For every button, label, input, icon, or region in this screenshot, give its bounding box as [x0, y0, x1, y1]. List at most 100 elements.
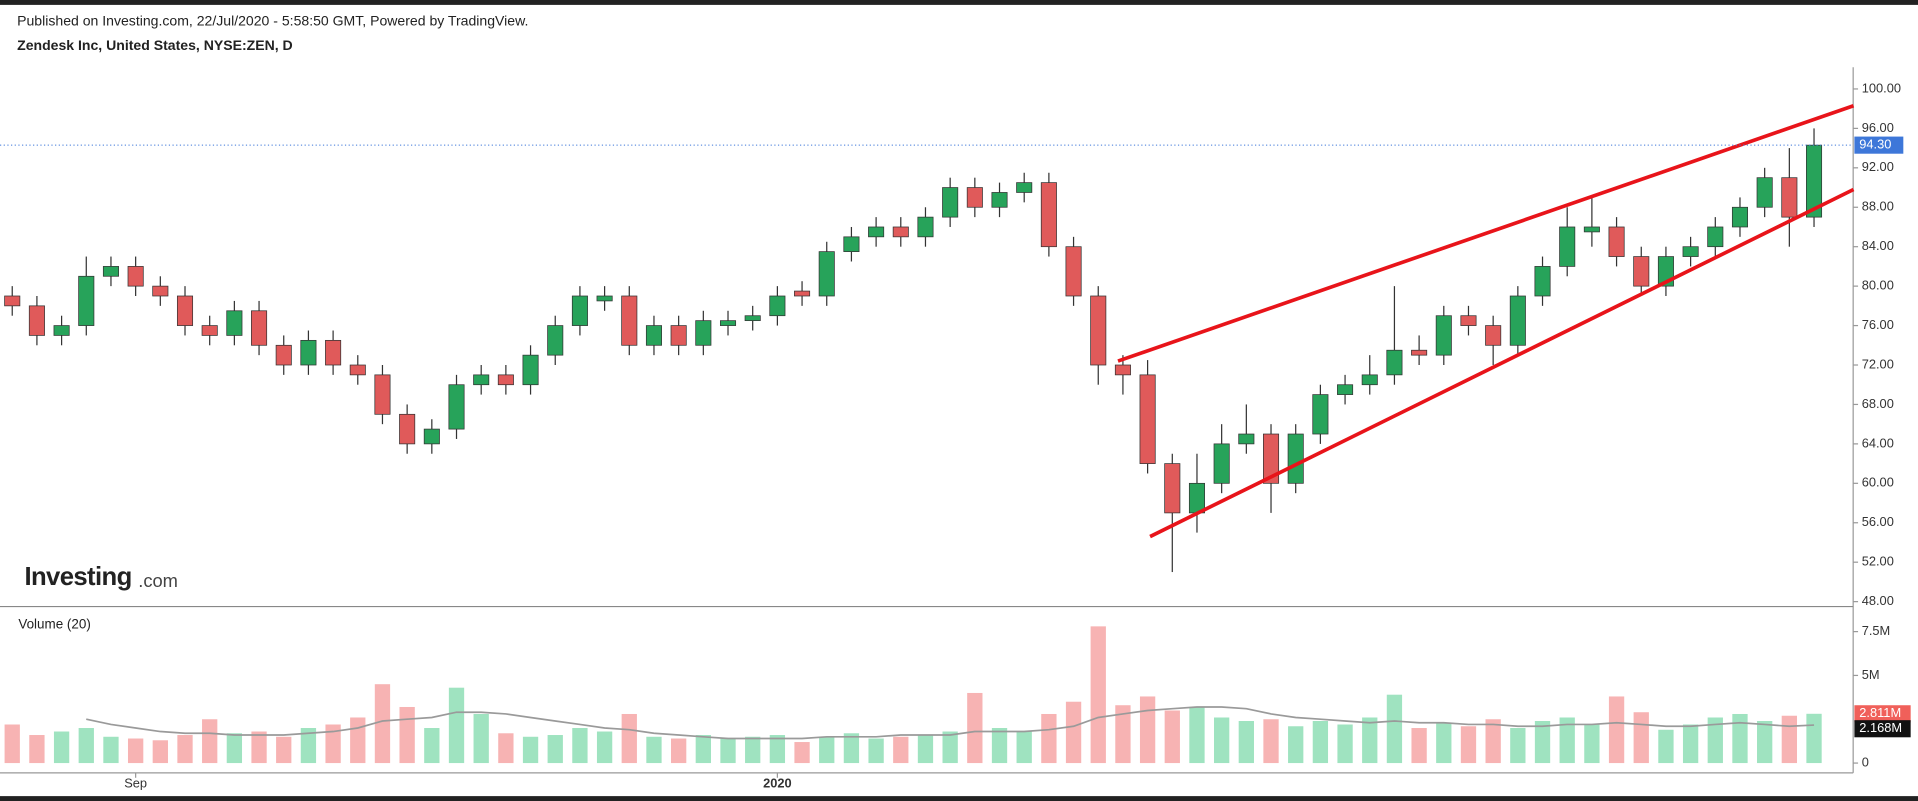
candle-body	[547, 325, 564, 356]
candle-body	[1707, 226, 1724, 248]
y-tick-label: 92.00	[1862, 159, 1894, 174]
candle-body	[621, 295, 638, 346]
candle-body	[645, 325, 662, 346]
candle-body	[942, 187, 959, 218]
watermark: Investing	[24, 563, 131, 591]
candle-body	[966, 187, 983, 208]
candle-body	[1263, 433, 1280, 484]
volume-bar	[202, 719, 218, 764]
candle-body	[28, 305, 45, 336]
volume-bar	[1436, 722, 1452, 764]
y-tick-label: 80.00	[1862, 278, 1894, 293]
volume-tick-label: 7.5M	[1862, 623, 1891, 638]
volume-bar	[522, 736, 539, 764]
volume-bar	[1781, 715, 1797, 764]
volume-label: Volume (20)	[18, 616, 90, 631]
y-tick-label: 68.00	[1862, 396, 1894, 411]
candle-body	[300, 339, 317, 366]
volume-bar	[547, 735, 563, 764]
volume-bar	[399, 706, 415, 764]
y-tick-label: 100.00	[1862, 80, 1901, 95]
y-tick-label: 72.00	[1862, 356, 1894, 371]
y-tick-label: 96.00	[1862, 120, 1894, 135]
volume-tag	[1854, 705, 1911, 723]
last-price-tag	[1854, 136, 1904, 154]
bottom-bar	[0, 796, 1918, 801]
candle-body	[794, 290, 811, 297]
candle-body	[1164, 463, 1181, 514]
volume-bar	[646, 736, 662, 764]
volume-bar	[1263, 719, 1279, 764]
candle-body	[1361, 374, 1378, 386]
candle-body	[102, 266, 119, 277]
candle-body	[843, 236, 860, 252]
volume-bar	[1806, 713, 1822, 764]
candle-body	[1312, 394, 1329, 435]
volume-bar	[843, 733, 860, 764]
volume-bar	[1510, 728, 1526, 764]
candle-body	[473, 374, 490, 386]
y-tick-label: 76.00	[1862, 317, 1894, 332]
volume-bar	[300, 728, 317, 764]
candle-body	[522, 354, 539, 386]
x-tick-label: 2020	[763, 775, 792, 790]
last-price-label: 94.30	[1859, 137, 1891, 152]
volume-bar	[251, 731, 267, 764]
watermark-suffix: .com	[138, 570, 178, 591]
candle-body	[1781, 177, 1798, 218]
candle-body	[1386, 349, 1403, 376]
candle-body	[1731, 206, 1748, 228]
volume-bar	[917, 735, 934, 764]
volume-bar	[1534, 720, 1551, 764]
volume-bar	[794, 742, 810, 764]
volume-bar	[1362, 717, 1378, 764]
trendline	[1149, 187, 1855, 539]
x-tick-label: Sep	[124, 775, 147, 790]
volume-bar	[350, 717, 366, 764]
candle-body	[991, 192, 1008, 208]
candle-body	[399, 413, 416, 445]
candle-body	[1213, 443, 1230, 484]
volume-ma-line	[86, 706, 1815, 740]
volume-bar	[1041, 713, 1057, 764]
volume-bar	[819, 736, 835, 764]
volume-bar	[53, 731, 70, 764]
candle-body	[53, 325, 70, 336]
candle-body	[1040, 182, 1057, 248]
candle-body	[1633, 256, 1650, 287]
candle-body	[127, 266, 144, 287]
candle-body	[374, 374, 391, 415]
ma-tag-label: 2.168M	[1859, 720, 1902, 735]
volume-bar	[1682, 724, 1699, 764]
candle-body	[275, 344, 292, 366]
y-tick-label: 60.00	[1862, 475, 1894, 490]
volume-bar	[991, 728, 1008, 764]
volume-bar	[1411, 728, 1427, 764]
candle-body	[1485, 325, 1502, 346]
candle-body	[1583, 226, 1600, 233]
top-bar	[0, 0, 1918, 5]
volume-bar	[1460, 726, 1477, 764]
volume-bar	[1189, 706, 1205, 764]
volume-bar	[1288, 726, 1304, 764]
volume-bar	[596, 731, 613, 764]
candle-body	[744, 315, 761, 322]
candle-body	[423, 428, 440, 445]
candle-body	[868, 226, 885, 238]
volume-bar	[29, 735, 45, 764]
y-tick-label: 56.00	[1862, 514, 1894, 529]
y-tick-label: 64.00	[1862, 435, 1894, 450]
volume-bar	[1312, 720, 1329, 764]
candle-body	[176, 295, 194, 326]
candle-body	[201, 325, 218, 336]
volume-bar	[868, 738, 884, 764]
volume-bar	[498, 733, 514, 764]
y-tick-label: 48.00	[1862, 593, 1894, 608]
candle-body	[1608, 226, 1625, 257]
volume-tick-label: 5M	[1862, 667, 1880, 682]
volume-bar	[226, 733, 243, 764]
candle-body	[1114, 364, 1131, 376]
candle-body	[1065, 246, 1082, 297]
volume-bar	[1608, 696, 1625, 764]
